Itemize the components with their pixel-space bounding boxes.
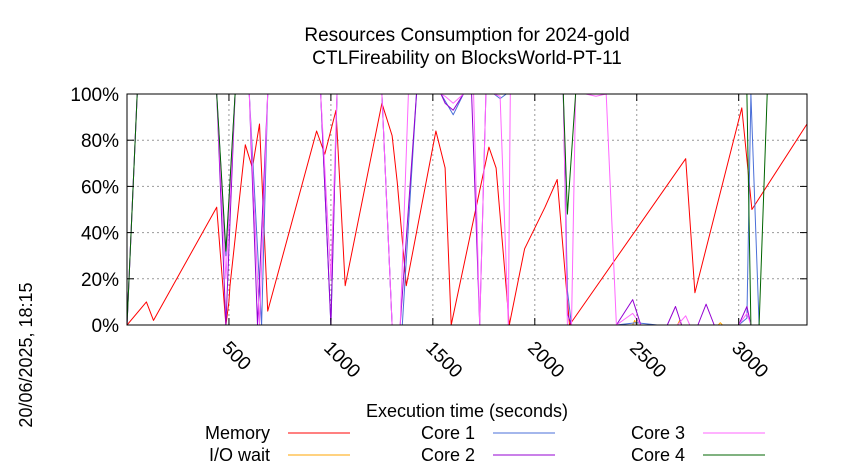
x-axis-label: Execution time (seconds) bbox=[366, 401, 568, 421]
x-tick-label: 1500 bbox=[421, 338, 466, 383]
x-axis: 500 1000 1500 2000 2500 3000 bbox=[217, 94, 772, 383]
x-tick-label: 2000 bbox=[523, 338, 568, 383]
timestamp-label: 20/06/2025, 18:15 bbox=[16, 282, 36, 427]
chart-title: Resources Consumption for 2024-gold bbox=[304, 25, 629, 46]
y-tick-label: 60% bbox=[81, 177, 119, 198]
x-tick-label: 500 bbox=[217, 338, 254, 375]
x-tick-label: 3000 bbox=[727, 338, 772, 383]
plot-frame bbox=[126, 93, 808, 326]
y-tick-label: 40% bbox=[81, 224, 119, 245]
y-tick-label: 20% bbox=[81, 270, 119, 291]
series-line-memory bbox=[126, 102, 808, 326]
y-tick-label: 0% bbox=[92, 316, 120, 337]
chart-subtitle: CTLFireability on BlocksWorld-PT-11 bbox=[312, 48, 622, 69]
legend-label-i-o-wait: I/O wait bbox=[209, 445, 270, 465]
legend-label-core-1: Core 1 bbox=[421, 423, 475, 443]
y-tick-label: 80% bbox=[81, 131, 119, 152]
x-tick-label: 1000 bbox=[319, 338, 364, 383]
legend-label-memory: Memory bbox=[205, 423, 270, 443]
legend-label-core-3: Core 3 bbox=[631, 423, 685, 443]
y-axis: 0% 20% 40% 60% 80% 100% bbox=[70, 85, 807, 337]
legend-label-core-4: Core 4 bbox=[631, 445, 685, 465]
legend-label-core-2: Core 2 bbox=[421, 445, 475, 465]
y-tick-label: 100% bbox=[70, 85, 119, 106]
x-tick-label: 2500 bbox=[625, 338, 670, 383]
